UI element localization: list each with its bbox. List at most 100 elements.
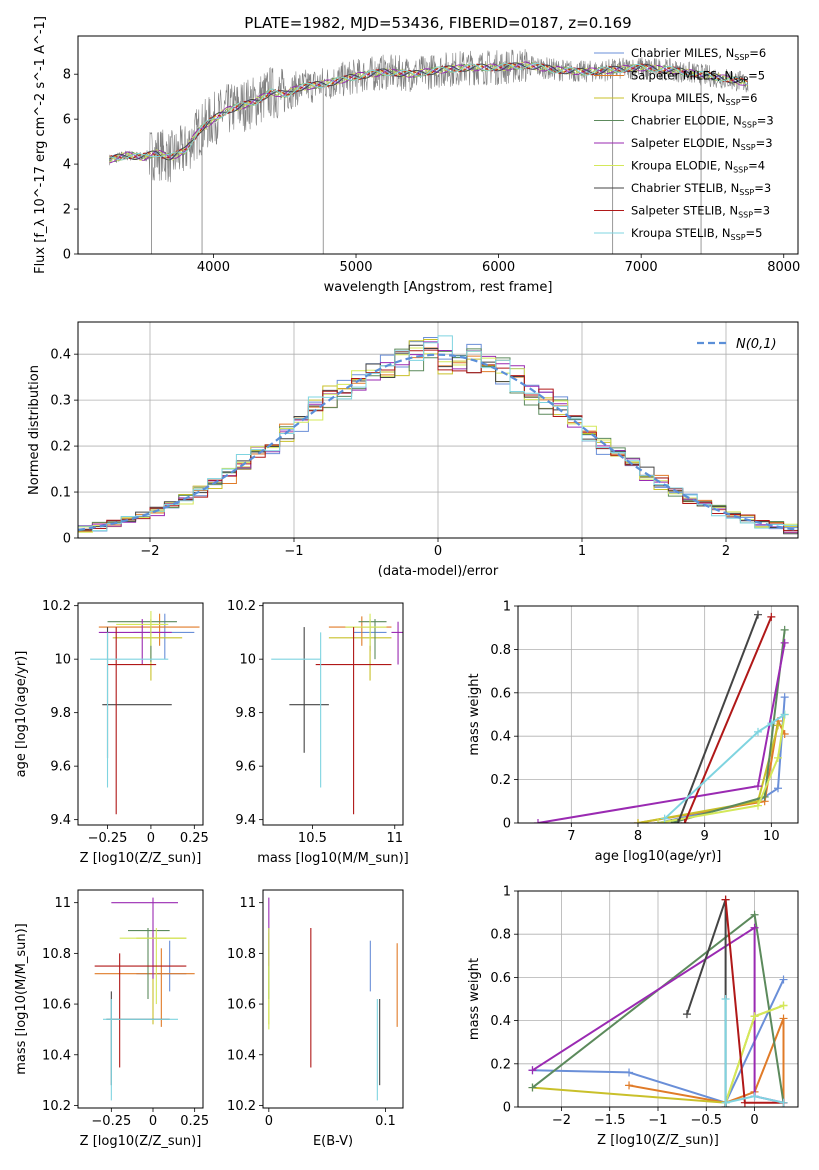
y-tick-label: 1 [503, 600, 511, 615]
legend-text: Kroupa MILES, N [631, 91, 726, 105]
legend-subscript: SSP [726, 98, 741, 107]
data-point-marker [750, 910, 759, 919]
x-axis-label: age [log10(age/yr)] [595, 849, 722, 864]
y-tick-label: 9.6 [50, 760, 71, 775]
data-point-marker [654, 819, 662, 823]
data-point-marker [779, 1014, 788, 1023]
model-spectrum-kroupa-elodie [109, 61, 748, 163]
legend-text: Kroupa ELODIE, N [631, 159, 733, 173]
x-tick-label: 9 [701, 829, 709, 844]
x-tick-label: 6000 [482, 260, 515, 275]
data-point-marker [625, 1068, 634, 1077]
data-point-marker [740, 1098, 749, 1107]
legend-subscript: SSP [742, 121, 757, 130]
y-tick-label: 1 [503, 885, 511, 900]
y-tick-label: 9.4 [50, 813, 71, 828]
series-line [664, 713, 786, 820]
y-tick-label: 0.8 [490, 928, 511, 943]
legend-label: Salpeter STELIB, NSSP=3 [631, 204, 770, 220]
axes-frame [77, 602, 204, 826]
y-tick-label: 11 [239, 896, 256, 911]
y-axis-label: mass weight [467, 958, 482, 1040]
y-tick-label: 0.6 [490, 686, 511, 701]
axes-frame [77, 321, 799, 539]
series-line [537, 642, 786, 823]
data-point-marker [774, 721, 782, 730]
y-axis-label: mass [log10(M/M_sun)] [14, 923, 29, 1075]
y-tick-label: 4 [63, 158, 71, 173]
data-point-marker [780, 625, 789, 634]
x-tick-label: 4000 [197, 260, 230, 275]
data-point-marker [774, 753, 782, 762]
legend-text: Chabrier ELODIE, N [631, 114, 742, 128]
legend-subscript: SSP [739, 188, 754, 197]
data-point-marker [767, 719, 776, 728]
data-point-marker [750, 1092, 759, 1101]
x-axis-label: Z [log10(Z/Z_sun)] [597, 1133, 719, 1148]
legend-value: =5 [746, 226, 763, 240]
data-point-marker [779, 975, 788, 984]
legend-text: Chabrier MILES, N [631, 46, 734, 60]
data-point-marker [767, 612, 776, 621]
x-tick-label: 0 [750, 1113, 758, 1128]
series-line [677, 614, 759, 823]
x-axis-label: wavelength [Angstrom, rest frame] [324, 280, 553, 295]
x-tick-label: 0.25 [180, 831, 209, 846]
data-point-marker [534, 819, 542, 823]
x-tick-label: 8000 [767, 260, 800, 275]
data-point-marker [750, 1012, 759, 1021]
legend-subscript: SSP [741, 143, 756, 152]
axes-frame [77, 889, 204, 1109]
y-tick-label: 0 [503, 817, 511, 832]
y-tick-label: 10.2 [42, 1099, 71, 1114]
x-tick-label: 8 [634, 829, 642, 844]
y-tick-label: 10.8 [227, 947, 256, 962]
x-tick-label: 11 [386, 831, 403, 846]
x-tick-label: −1.5 [594, 1113, 626, 1128]
x-tick-label: −0.25 [88, 831, 128, 846]
y-tick-label: 0 [63, 248, 71, 263]
data-point-marker [680, 819, 689, 823]
data-point-marker [721, 995, 730, 1003]
y-tick-label: 0.3 [50, 394, 71, 409]
x-tick-label: 0 [434, 544, 442, 559]
legend-subscript: SSP [738, 211, 753, 220]
legend-label: Chabrier ELODIE, NSSP=3 [631, 114, 774, 130]
y-tick-label: 0.4 [490, 1014, 511, 1029]
y-tick-label: 9.4 [235, 813, 256, 828]
figure-title: PLATE=1982, MJD=53436, FIBERID=0187, z=0… [244, 14, 631, 32]
data-point-marker [754, 801, 762, 810]
data-point-marker [528, 1066, 537, 1075]
axes-frame [517, 890, 799, 1108]
y-tick-label: 10.6 [227, 998, 256, 1013]
y-tick-label: 0.2 [490, 773, 511, 788]
data-point-marker [660, 814, 669, 823]
y-tick-label: 8 [63, 68, 71, 83]
histogram-kroupa-stelib [78, 335, 798, 538]
y-tick-label: 9.8 [235, 706, 256, 721]
axes-frame [517, 605, 799, 824]
y-tick-label: 0.4 [50, 348, 71, 363]
y-tick-label: 10.2 [227, 1099, 256, 1114]
plot-area [109, 49, 749, 254]
series-line [657, 714, 786, 823]
plot-area [268, 897, 398, 1101]
data-point-marker [779, 1098, 788, 1107]
legend-value: =4 [748, 159, 765, 173]
legend-value: =3 [754, 181, 771, 195]
y-axis-label: mass weight [467, 673, 482, 755]
x-tick-label: 2 [722, 544, 730, 559]
y-tick-label: 10.6 [42, 998, 71, 1013]
x-tick-label: −1 [648, 1113, 667, 1128]
x-tick-label: 0 [265, 1114, 273, 1129]
legend-value: =5 [748, 69, 765, 83]
data-point-marker [528, 1083, 537, 1092]
data-point-marker [779, 1001, 788, 1010]
y-tick-label: 9.6 [235, 760, 256, 775]
legend-label: Kroupa ELODIE, NSSP=4 [631, 159, 765, 175]
x-tick-label: −0.5 [690, 1113, 722, 1128]
x-tick-label: 10 [763, 829, 780, 844]
legend-value: =3 [753, 204, 770, 218]
panel-mass_weight_vs_age: 7 8 9 10 0 0.2 0.4 0.6 0.8 1 age [log10(age/yr)] ma… [467, 600, 799, 864]
